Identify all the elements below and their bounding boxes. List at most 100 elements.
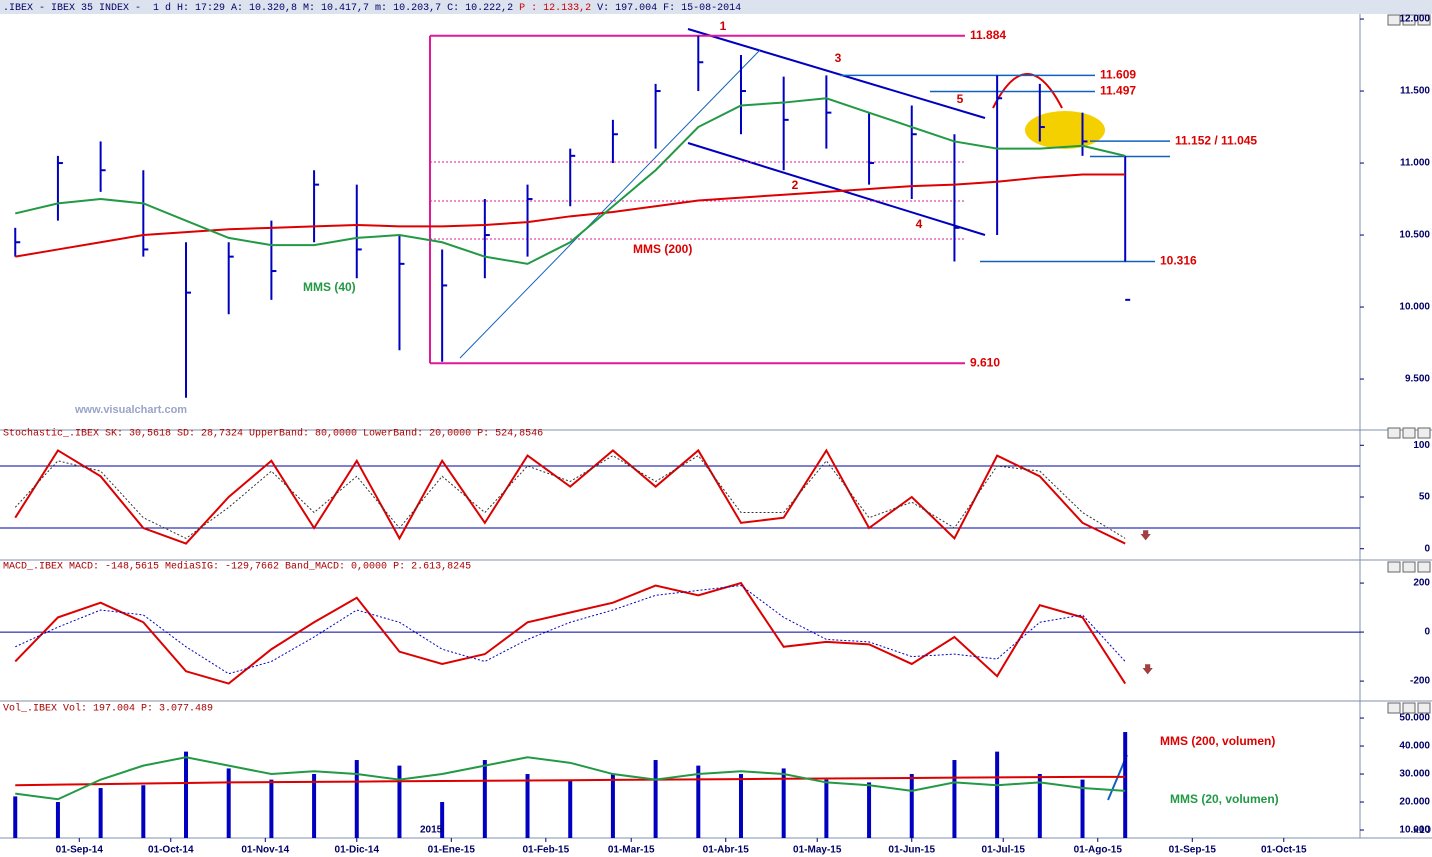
x-tick-label: 01-Oct-14: [148, 845, 194, 856]
volume-bar: [738, 774, 743, 838]
y-tick-label: 11.500: [1400, 86, 1430, 97]
y-tick-label: 100: [1413, 440, 1430, 451]
level-label: 11.884: [970, 28, 1006, 42]
title-bar: [0, 0, 1432, 14]
y-tick-label: 10.000: [1399, 302, 1430, 313]
volume-bar: [312, 774, 317, 838]
level-label: 10.316: [1160, 254, 1197, 268]
watermark: www.visualchart.com: [74, 404, 187, 416]
volume-bar: [226, 768, 231, 838]
close-button[interactable]: [1417, 702, 1431, 714]
trend-line: [687, 142, 986, 236]
maximize-button[interactable]: [1402, 702, 1416, 714]
volume-bar: [482, 760, 487, 838]
volume-bar: [568, 779, 573, 838]
y-tick-label: 10.500: [1399, 230, 1430, 241]
series-line: [14, 448, 1126, 545]
minimize-button[interactable]: [1387, 427, 1401, 439]
close-button[interactable]: [1417, 561, 1431, 573]
volume-bar: [440, 802, 445, 838]
x-tick-label: 01-Jun-15: [888, 845, 935, 856]
maximize-button[interactable]: [1402, 561, 1416, 573]
level-label: 9.610: [970, 355, 1000, 369]
series-line: [15, 584, 1126, 675]
level-label: 11.609: [1100, 68, 1136, 82]
year-label: 2015: [420, 825, 443, 836]
series-label: MMS (200, volumen): [1160, 734, 1275, 748]
volume-bar: [909, 774, 914, 838]
volume-bar: [13, 796, 18, 838]
wave-label: 5: [957, 92, 964, 106]
y-tick-label: 10.000: [1399, 825, 1430, 836]
x-tick-label: 01-Oct-15: [1261, 845, 1307, 856]
volume-bar: [1080, 779, 1085, 838]
x-tick-label: 01-May-15: [793, 845, 842, 856]
wave-label: 3: [835, 51, 842, 65]
x-tick-label: 01-Ago-15: [1074, 845, 1123, 856]
x-tick-label: 01-Ene-15: [428, 845, 476, 856]
x-tick-label: 01-Abr-15: [703, 845, 750, 856]
series-line: [15, 173, 1126, 258]
y-tick-label: 11.000: [1400, 158, 1430, 169]
x-tick-label: 01-Mar-15: [608, 845, 655, 856]
volume-bar: [952, 760, 957, 838]
volume-bar: [98, 788, 103, 838]
trend-line: [459, 49, 761, 359]
x-tick-label: 01-Dic-14: [335, 845, 380, 856]
y-tick-label: 0: [1424, 627, 1430, 638]
y-tick-label: 50: [1419, 492, 1431, 503]
y-tick-label: 0: [1424, 543, 1430, 554]
volume-bar: [653, 760, 658, 838]
panel-frames: [0, 14, 1432, 839]
header-text: .IBEX - IBEX 35 INDEX - 1 d H: 17:29 A: …: [3, 2, 519, 14]
volume-bar: [1123, 732, 1128, 838]
series-label: MMS (200): [633, 242, 692, 256]
x-tick-label: 01-Sep-15: [1169, 845, 1217, 856]
volume-bar: [610, 774, 615, 838]
maximize-button[interactable]: [1402, 427, 1416, 439]
series-line: [14, 454, 1126, 539]
highlight-ellipse: [1025, 111, 1105, 149]
trend-line: [687, 28, 986, 119]
volume-bar: [781, 768, 786, 838]
maximize-button[interactable]: [1402, 14, 1416, 26]
level-label: 11.152 / 11.045: [1175, 133, 1257, 147]
y-tick-label: 12.000: [1399, 14, 1430, 25]
y-tick-label: 40.000: [1399, 741, 1430, 752]
wave-label: 1: [720, 19, 727, 33]
arc: [992, 73, 1063, 109]
annotations: 🡇 🡇: [430, 28, 1153, 801]
volume-bar: [995, 751, 1000, 838]
series-label: MMS (40): [303, 280, 356, 294]
x-tick-label: 01-Sep-14: [56, 845, 104, 856]
volume-bar: [269, 779, 274, 838]
series-line: [15, 775, 1126, 787]
volume-bar: [1037, 774, 1042, 838]
volume-bar: [824, 779, 829, 838]
y-tick-label: 9.500: [1405, 374, 1430, 385]
panel-title: Vol_.IBEX Vol: 197.004 P: 3.077.489: [3, 703, 213, 715]
header-text: V: 197.004 F: 15-08-2014: [591, 3, 741, 14]
volume-bar: [525, 774, 530, 838]
close-button[interactable]: [1417, 427, 1431, 439]
minimize-button[interactable]: [1387, 702, 1401, 714]
volume-bar: [696, 765, 701, 838]
header-text: P : 12.133,2: [519, 3, 591, 14]
volume-bar: [55, 802, 60, 838]
down-arrow: 🡇: [1140, 530, 1151, 542]
minimize-button[interactable]: [1387, 561, 1401, 573]
series-label: MMS (20, volumen): [1170, 792, 1279, 806]
series-line: [15, 756, 1126, 801]
close-button[interactable]: [1417, 14, 1431, 26]
unit-label: x10: [1413, 824, 1431, 836]
volume-bar: [184, 751, 189, 838]
header: .IBEX - IBEX 35 INDEX - 1 d H: 17:29 A: …: [3, 2, 741, 14]
y-tick-label: 30.000: [1399, 769, 1430, 780]
wave-label: 4: [916, 217, 923, 231]
minimize-button[interactable]: [1387, 14, 1401, 26]
window-buttons: [1387, 14, 1431, 714]
fib-lines: [430, 161, 965, 240]
y-tick-label: 200: [1413, 578, 1430, 589]
volume-bar: [397, 765, 402, 838]
series-line: [14, 581, 1127, 685]
